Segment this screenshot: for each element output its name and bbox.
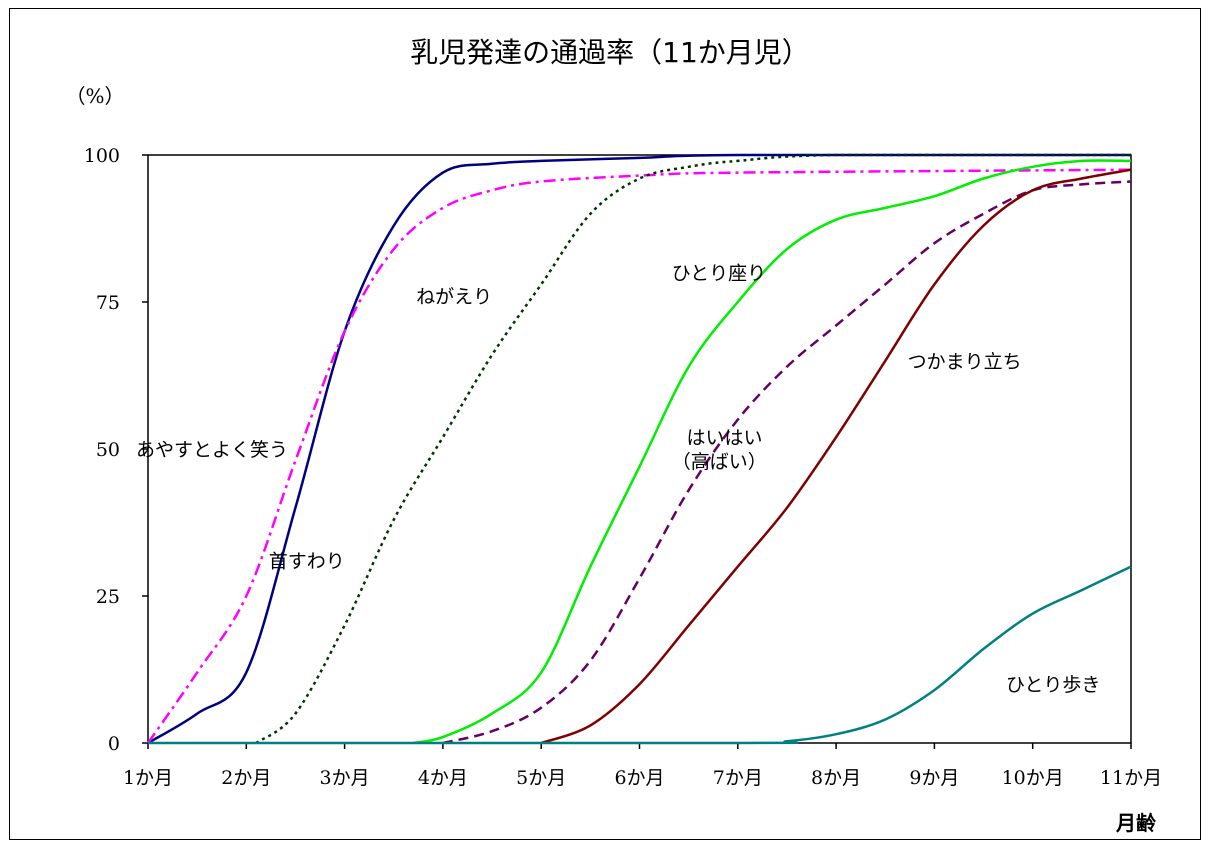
y-tick-label: 50	[96, 439, 120, 461]
x-tick-label: 4か月	[418, 767, 468, 789]
y-tick-label: 25	[96, 586, 120, 608]
x-tick-label: 7か月	[713, 767, 763, 789]
x-tick-label: 1か月	[123, 767, 173, 789]
x-tick-label: 6か月	[614, 767, 664, 789]
x-tick-label: 11か月	[1100, 767, 1162, 789]
series-annotation: ひとり歩き	[1006, 674, 1100, 696]
x-axis-label: 月齢	[1115, 811, 1157, 835]
x-tick-label: 5か月	[516, 767, 566, 789]
series-line	[255, 153, 1131, 745]
y-tick-label: 75	[96, 292, 120, 314]
x-tick-label: 3か月	[320, 767, 370, 789]
x-tick-label: 9か月	[909, 767, 959, 789]
series-annotation: ねがえり	[416, 286, 492, 308]
series-line	[147, 153, 1131, 745]
series-line	[148, 565, 1132, 745]
series-annotation: あやすとよく笑う	[136, 439, 288, 461]
x-tick-label: 10か月	[1002, 767, 1064, 789]
series-line	[413, 159, 1132, 745]
chart-frame	[9, 8, 1201, 840]
series-line	[540, 168, 1132, 745]
series-annotation: （高ばい）	[672, 451, 767, 473]
x-tick-label: 8か月	[811, 767, 861, 789]
series-annotation: ひとり座り	[672, 263, 766, 285]
series-annotation: つかまり立ち	[908, 351, 1022, 373]
y-tick-label: 100	[84, 145, 120, 167]
series-line	[442, 180, 1132, 745]
plot-area	[147, 154, 1132, 744]
x-tick-label: 2か月	[221, 767, 271, 789]
series-line	[146, 168, 1132, 744]
y-tick-label: 0	[108, 733, 120, 755]
chart-title: 乳児発達の通過率（11か月児）	[410, 36, 810, 69]
series-annotation: 首すわり	[269, 551, 345, 573]
series-annotation: はいはい	[686, 427, 762, 449]
y-axis-unit-label: （%）	[65, 84, 124, 108]
